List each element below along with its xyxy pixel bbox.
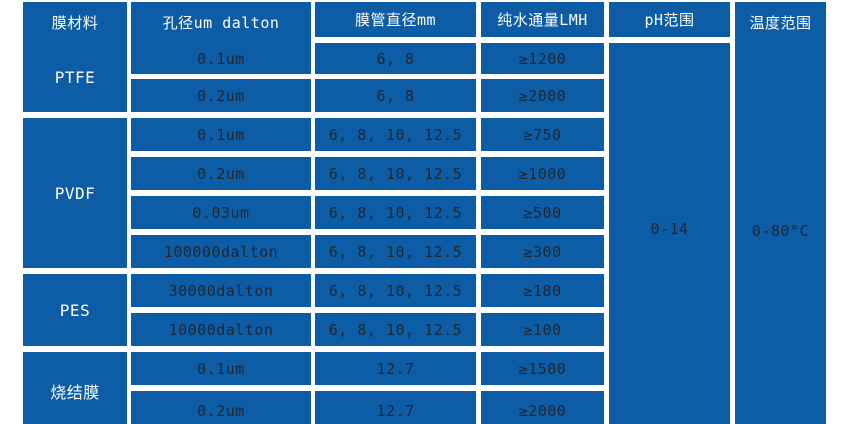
pore-cell-6: 100000dalton bbox=[131, 235, 311, 268]
pore-cell-9: 0.1um bbox=[131, 352, 311, 385]
pore-cell-2: 0.2um bbox=[131, 79, 311, 112]
flux-cell-2: ≥2000 bbox=[481, 79, 604, 112]
diameter-cell-5: 6, 8, 10, 12.5 bbox=[315, 196, 476, 229]
header-temperature-range: 温度范围 bbox=[749, 14, 812, 32]
diameter-cell-6: 6, 8, 10, 12.5 bbox=[315, 235, 476, 268]
header-tube-diameter: 膜管直径mm bbox=[315, 2, 476, 37]
flux-cell-6: ≥300 bbox=[481, 235, 604, 268]
temperature-range-cell: 温度范围 0-80°C bbox=[735, 2, 826, 424]
pore-cell-7: 30000dalton bbox=[131, 274, 311, 307]
diameter-cell-4: 6, 8, 10, 12.5 bbox=[315, 157, 476, 190]
temperature-range-value: 0-80°C bbox=[751, 221, 810, 240]
flux-cell-5: ≥500 bbox=[481, 196, 604, 229]
pore-cell-4: 0.2um bbox=[131, 157, 311, 190]
material-name-sintered: 烧结膜 bbox=[23, 352, 127, 424]
flux-cell-8: ≥100 bbox=[481, 313, 604, 346]
diameter-cell-8: 6, 8, 10, 12.5 bbox=[315, 313, 476, 346]
ph-range-value: 0-14 bbox=[650, 219, 689, 238]
pore-header-block: 孔径um dalton 0.1um bbox=[131, 2, 311, 74]
header-pore-size: 孔径um dalton bbox=[162, 14, 280, 32]
ph-range-cell: 0-14 bbox=[609, 43, 730, 424]
header-ph-range: pH范围 bbox=[609, 2, 730, 37]
flux-cell-7: ≥180 bbox=[481, 274, 604, 307]
diameter-cell-2: 6, 8 bbox=[315, 79, 476, 112]
pore-cell-1: 0.1um bbox=[197, 49, 245, 68]
diameter-cell-3: 6, 8, 10, 12.5 bbox=[315, 118, 476, 151]
diameter-cell-1: 6, 8 bbox=[315, 43, 476, 74]
flux-cell-1: ≥1200 bbox=[481, 43, 604, 74]
header-water-flux: 纯水通量LMH bbox=[481, 2, 604, 37]
flux-cell-10: ≥2000 bbox=[481, 391, 604, 424]
header-material: 膜材料 bbox=[51, 14, 99, 32]
pore-cell-10: 0.2um bbox=[131, 391, 311, 424]
material-name-pes: PES bbox=[23, 274, 127, 346]
flux-cell-9: ≥1500 bbox=[481, 352, 604, 385]
pore-cell-8: 10000dalton bbox=[131, 313, 311, 346]
diameter-cell-9: 12.7 bbox=[315, 352, 476, 385]
material-name-pvdf: PVDF bbox=[23, 118, 127, 268]
material-group-ptfe: 膜材料 PTFE bbox=[23, 2, 127, 112]
pore-cell-5: 0.03um bbox=[131, 196, 311, 229]
material-name-ptfe: PTFE bbox=[54, 68, 96, 87]
diameter-cell-7: 6, 8, 10, 12.5 bbox=[315, 274, 476, 307]
flux-cell-4: ≥1000 bbox=[481, 157, 604, 190]
flux-cell-3: ≥750 bbox=[481, 118, 604, 151]
pore-cell-3: 0.1um bbox=[131, 118, 311, 151]
diameter-cell-10: 12.7 bbox=[315, 391, 476, 424]
